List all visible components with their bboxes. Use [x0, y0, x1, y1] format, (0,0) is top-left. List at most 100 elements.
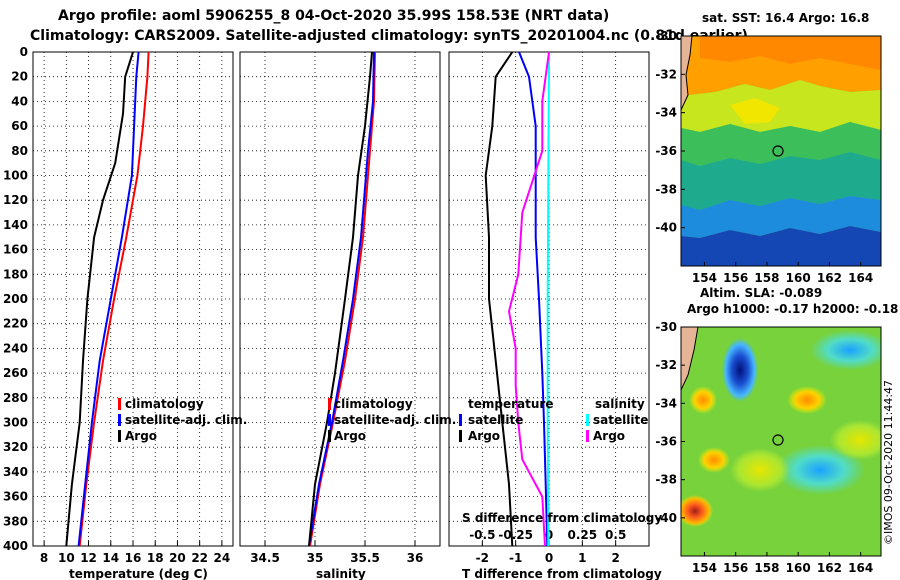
map-lat-label: -40: [655, 511, 677, 525]
depth-tick-label: 100: [3, 169, 28, 183]
legend-t-satellite: satellite: [468, 413, 523, 427]
sla-cyan-patch: [775, 445, 865, 495]
sst-float-marker: [772, 145, 784, 157]
map-lat-label: -34: [655, 396, 677, 410]
series-argo: [308, 52, 373, 546]
legend-swatch-t-satellite: [459, 414, 462, 426]
sst-blue-band: [681, 196, 881, 238]
sst-yellow-patch: [730, 98, 780, 124]
legend-satellite-adj: satellite-adj. clim.: [334, 413, 456, 427]
x-tick-label: 35.5: [350, 551, 380, 565]
sst-yellow-band: [681, 80, 881, 132]
map-lat-label: -38: [655, 182, 677, 196]
t-diff-tick-label: 2: [611, 551, 619, 565]
s-diff-tick-label: -0.25: [498, 528, 533, 542]
depth-tick-label: 120: [3, 193, 28, 207]
legend-satellite-adj: satellite-adj. clim.: [125, 413, 247, 427]
x-tick-label: 36: [407, 551, 424, 565]
sla-orange-eddy: [689, 386, 717, 414]
series-climatology: [78, 52, 150, 546]
map-lon-label: 164: [848, 561, 873, 575]
depth-tick-label: 280: [3, 391, 28, 405]
map-lon-label: 156: [723, 271, 748, 285]
figure-title-line1: Argo profile: aoml 5906255_8 04-Oct-2020…: [58, 8, 609, 24]
map-lat-label: -32: [655, 358, 677, 372]
map-lon-label: 154: [692, 271, 717, 285]
x-tick-label: 10: [58, 551, 75, 565]
map-lat-label: -40: [655, 221, 677, 235]
series-temperature-argo: [484, 52, 514, 546]
difference-series: [484, 52, 550, 546]
legend-swatch-satellite: [328, 414, 331, 426]
legend-salinity-title: salinity: [595, 397, 645, 411]
depth-tick-label: 0: [20, 45, 28, 59]
sla-map-subtitle: Argo h1000: -0.17 h2000: -0.18: [687, 302, 898, 316]
depth-tick-label: 320: [3, 440, 28, 454]
salinity-legend: climatology satellite-adj. clim. Argo: [328, 397, 456, 443]
depth-tick-label: 400: [3, 539, 28, 553]
map-lon-label: 154: [692, 561, 717, 575]
depth-tick-label: 300: [3, 416, 28, 430]
x-tick-label: 34.5: [250, 551, 280, 565]
temperature-ticks: 8 10 12 14 16 18 20 22 24: [40, 541, 230, 565]
sla-map: [681, 327, 881, 556]
t-diff-tick-label: 1: [578, 551, 586, 565]
legend-swatch-s-satellite: [586, 414, 589, 426]
legend-climatology: climatology: [125, 397, 204, 411]
difference-panel: -2 -1 0 1 2-0.5 -0.25 0 0.25 0.5: [448, 51, 650, 565]
depth-tick-label: 160: [3, 243, 28, 257]
depth-tick-label: 180: [3, 267, 28, 281]
depth-tick-label: 60: [11, 119, 28, 133]
depth-tick-label: 80: [11, 144, 28, 158]
sst-teal-band: [681, 152, 881, 210]
depth-tick-label: 220: [3, 317, 28, 331]
map-lat-label: -30: [655, 29, 677, 43]
s-diff-tick-label: 0.25: [568, 528, 598, 542]
sla-orange-eddy: [698, 447, 730, 473]
map-lon-label: 158: [754, 271, 779, 285]
map-lon-label: 160: [786, 271, 811, 285]
depth-tick-label: 240: [3, 341, 28, 355]
depth-tick-label: 380: [3, 514, 28, 528]
sst-land: [681, 36, 693, 111]
legend-s-argo: Argo: [593, 429, 625, 443]
imos-credit: ©IMOS 09-Oct-2020 11:44:47: [882, 380, 895, 545]
sst-deep-blue-band: [681, 226, 881, 266]
temperature-series: [65, 52, 150, 546]
s-diff-tick-label: -0.5: [469, 528, 495, 542]
s-diff-tick-label: 0.5: [605, 528, 626, 542]
map-lon-label: 162: [817, 561, 842, 575]
legend-swatch-argo: [328, 430, 331, 442]
temperature-xlabel: temperature (deg C): [69, 567, 208, 580]
x-tick-label: 24: [214, 551, 231, 565]
sla-map-ticks: 154 156 158 160 162 164 -30 -32 -34 -36 -38 -40: [655, 320, 873, 575]
series-temperature-satellite: [518, 52, 549, 546]
map-lat-label: -38: [655, 473, 677, 487]
sst-map-title: sat. SST: 16.4 Argo: 16.8: [702, 11, 869, 25]
legend-swatch-s-argo: [586, 430, 589, 442]
legend-argo: Argo: [125, 429, 157, 443]
series-satellite-adj-clim-: [77, 52, 140, 546]
salinity-series: [308, 52, 376, 546]
sla-red-eddy: [681, 495, 713, 527]
temperature-grid: [33, 51, 233, 547]
salinity-grid: [240, 51, 440, 547]
salinity-ticks: 34.5 35 35.5 36: [250, 541, 423, 565]
s-diff-xlabel: S difference from climatology: [462, 511, 662, 525]
map-lon-label: 160: [786, 561, 811, 575]
series-satellite-adj-clim-: [308, 52, 375, 546]
sla-orange-eddy: [787, 386, 827, 414]
legend-swatch-satellite: [118, 414, 121, 426]
map-lat-label: -32: [655, 67, 677, 81]
depth-tick-label: 340: [3, 465, 28, 479]
sla-map-title: Altim. SLA: -0.089: [700, 286, 822, 300]
depth-tick-label: 140: [3, 218, 28, 232]
sst-map: [681, 36, 881, 266]
depth-tick-label: 360: [3, 490, 28, 504]
t-diff-tick-label: -2: [476, 551, 489, 565]
series-argo: [65, 52, 134, 546]
x-tick-label: 12: [80, 551, 97, 565]
x-tick-label: 14: [102, 551, 119, 565]
legend-swatch-climatology: [118, 398, 121, 410]
